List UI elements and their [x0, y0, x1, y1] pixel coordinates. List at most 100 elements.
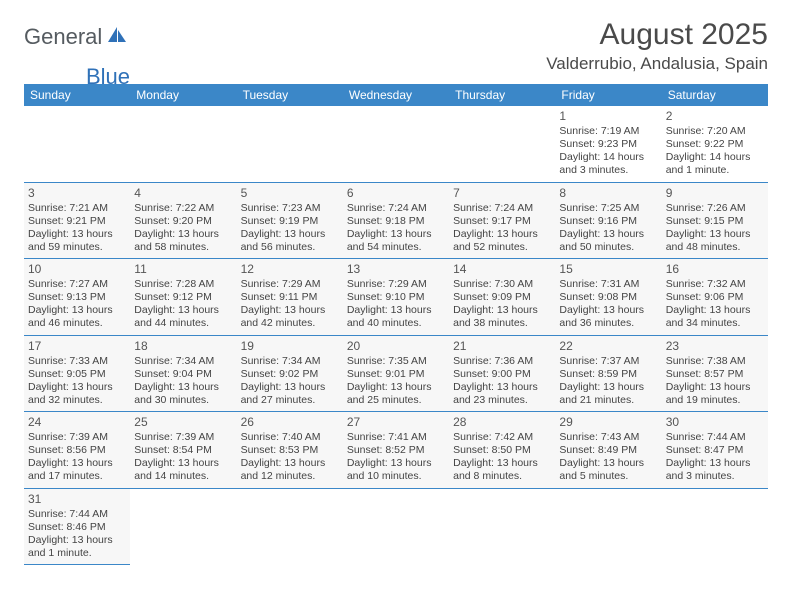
- daylight-text: Daylight: 13 hours and 56 minutes.: [241, 228, 339, 254]
- sunrise-text: Sunrise: 7:39 AM: [134, 431, 232, 444]
- daylight-text: Daylight: 13 hours and 58 minutes.: [134, 228, 232, 254]
- sunset-text: Sunset: 8:59 PM: [559, 368, 657, 381]
- sunset-text: Sunset: 9:23 PM: [559, 138, 657, 151]
- calendar-cell-empty: [662, 488, 768, 565]
- daylight-text: Daylight: 13 hours and 59 minutes.: [28, 228, 126, 254]
- calendar-cell: 9Sunrise: 7:26 AMSunset: 9:15 PMDaylight…: [662, 182, 768, 259]
- sunset-text: Sunset: 9:18 PM: [347, 215, 445, 228]
- calendar-cell: 8Sunrise: 7:25 AMSunset: 9:16 PMDaylight…: [555, 182, 661, 259]
- daylight-text: Daylight: 13 hours and 50 minutes.: [559, 228, 657, 254]
- daylight-text: Daylight: 13 hours and 54 minutes.: [347, 228, 445, 254]
- daylight-text: Daylight: 13 hours and 44 minutes.: [134, 304, 232, 330]
- calendar-cell-empty: [237, 488, 343, 565]
- day-number: 22: [559, 339, 657, 354]
- day-number: 19: [241, 339, 339, 354]
- day-header: Tuesday: [237, 84, 343, 106]
- sunrise-text: Sunrise: 7:38 AM: [666, 355, 764, 368]
- month-title: August 2025: [546, 18, 768, 52]
- day-number: 21: [453, 339, 551, 354]
- day-header: Saturday: [662, 84, 768, 106]
- daylight-text: Daylight: 13 hours and 34 minutes.: [666, 304, 764, 330]
- daylight-text: Daylight: 13 hours and 5 minutes.: [559, 457, 657, 483]
- daylight-text: Daylight: 13 hours and 17 minutes.: [28, 457, 126, 483]
- sunset-text: Sunset: 9:12 PM: [134, 291, 232, 304]
- calendar-cell: 15Sunrise: 7:31 AMSunset: 9:08 PMDayligh…: [555, 259, 661, 336]
- calendar-cell-empty: [449, 106, 555, 182]
- sunset-text: Sunset: 8:46 PM: [28, 521, 126, 534]
- sunset-text: Sunset: 8:50 PM: [453, 444, 551, 457]
- day-number: 1: [559, 109, 657, 124]
- sunrise-text: Sunrise: 7:29 AM: [347, 278, 445, 291]
- sunset-text: Sunset: 9:05 PM: [28, 368, 126, 381]
- sunset-text: Sunset: 9:01 PM: [347, 368, 445, 381]
- sunset-text: Sunset: 8:49 PM: [559, 444, 657, 457]
- calendar-cell: 4Sunrise: 7:22 AMSunset: 9:20 PMDaylight…: [130, 182, 236, 259]
- title-block: August 2025 Valderrubio, Andalusia, Spai…: [546, 18, 768, 74]
- daylight-text: Daylight: 13 hours and 52 minutes.: [453, 228, 551, 254]
- day-header-row: SundayMondayTuesdayWednesdayThursdayFrid…: [24, 84, 768, 106]
- daylight-text: Daylight: 13 hours and 30 minutes.: [134, 381, 232, 407]
- sunrise-text: Sunrise: 7:42 AM: [453, 431, 551, 444]
- daylight-text: Daylight: 13 hours and 38 minutes.: [453, 304, 551, 330]
- sunrise-text: Sunrise: 7:28 AM: [134, 278, 232, 291]
- sunrise-text: Sunrise: 7:40 AM: [241, 431, 339, 444]
- calendar-body: 1Sunrise: 7:19 AMSunset: 9:23 PMDaylight…: [24, 106, 768, 565]
- sunset-text: Sunset: 9:08 PM: [559, 291, 657, 304]
- sunset-text: Sunset: 9:00 PM: [453, 368, 551, 381]
- sunset-text: Sunset: 9:02 PM: [241, 368, 339, 381]
- daylight-text: Daylight: 13 hours and 25 minutes.: [347, 381, 445, 407]
- calendar-cell: 30Sunrise: 7:44 AMSunset: 8:47 PMDayligh…: [662, 412, 768, 489]
- calendar-cell: 29Sunrise: 7:43 AMSunset: 8:49 PMDayligh…: [555, 412, 661, 489]
- sunrise-text: Sunrise: 7:21 AM: [28, 202, 126, 215]
- day-number: 13: [347, 262, 445, 277]
- sunrise-text: Sunrise: 7:35 AM: [347, 355, 445, 368]
- day-number: 15: [559, 262, 657, 277]
- sunrise-text: Sunrise: 7:34 AM: [134, 355, 232, 368]
- day-number: 9: [666, 186, 764, 201]
- daylight-text: Daylight: 14 hours and 1 minute.: [666, 151, 764, 177]
- calendar-cell-empty: [237, 106, 343, 182]
- calendar-cell: 2Sunrise: 7:20 AMSunset: 9:22 PMDaylight…: [662, 106, 768, 182]
- calendar-cell: 22Sunrise: 7:37 AMSunset: 8:59 PMDayligh…: [555, 335, 661, 412]
- day-header: Monday: [130, 84, 236, 106]
- calendar-cell: 7Sunrise: 7:24 AMSunset: 9:17 PMDaylight…: [449, 182, 555, 259]
- header: General August 2025 Valderrubio, Andalus…: [24, 18, 768, 74]
- day-number: 27: [347, 415, 445, 430]
- calendar-cell: 26Sunrise: 7:40 AMSunset: 8:53 PMDayligh…: [237, 412, 343, 489]
- sunrise-text: Sunrise: 7:39 AM: [28, 431, 126, 444]
- daylight-text: Daylight: 13 hours and 10 minutes.: [347, 457, 445, 483]
- sunrise-text: Sunrise: 7:25 AM: [559, 202, 657, 215]
- daylight-text: Daylight: 13 hours and 27 minutes.: [241, 381, 339, 407]
- sunset-text: Sunset: 9:10 PM: [347, 291, 445, 304]
- sunrise-text: Sunrise: 7:20 AM: [666, 125, 764, 138]
- day-number: 14: [453, 262, 551, 277]
- sunrise-text: Sunrise: 7:44 AM: [28, 508, 126, 521]
- sunset-text: Sunset: 9:15 PM: [666, 215, 764, 228]
- calendar-cell: 24Sunrise: 7:39 AMSunset: 8:56 PMDayligh…: [24, 412, 130, 489]
- daylight-text: Daylight: 13 hours and 32 minutes.: [28, 381, 126, 407]
- calendar-week: 3Sunrise: 7:21 AMSunset: 9:21 PMDaylight…: [24, 182, 768, 259]
- daylight-text: Daylight: 13 hours and 19 minutes.: [666, 381, 764, 407]
- sunset-text: Sunset: 9:11 PM: [241, 291, 339, 304]
- calendar-week: 24Sunrise: 7:39 AMSunset: 8:56 PMDayligh…: [24, 412, 768, 489]
- calendar-cell: 10Sunrise: 7:27 AMSunset: 9:13 PMDayligh…: [24, 259, 130, 336]
- calendar-cell: 1Sunrise: 7:19 AMSunset: 9:23 PMDaylight…: [555, 106, 661, 182]
- daylight-text: Daylight: 13 hours and 1 minute.: [28, 534, 126, 560]
- calendar-cell: 25Sunrise: 7:39 AMSunset: 8:54 PMDayligh…: [130, 412, 236, 489]
- sunset-text: Sunset: 9:06 PM: [666, 291, 764, 304]
- day-number: 4: [134, 186, 232, 201]
- daylight-text: Daylight: 13 hours and 46 minutes.: [28, 304, 126, 330]
- day-number: 3: [28, 186, 126, 201]
- sunset-text: Sunset: 9:16 PM: [559, 215, 657, 228]
- sunrise-text: Sunrise: 7:44 AM: [666, 431, 764, 444]
- sunrise-text: Sunrise: 7:23 AM: [241, 202, 339, 215]
- day-number: 28: [453, 415, 551, 430]
- logo-text-general: General: [24, 24, 102, 50]
- day-header: Wednesday: [343, 84, 449, 106]
- calendar-cell-empty: [449, 488, 555, 565]
- daylight-text: Daylight: 13 hours and 23 minutes.: [453, 381, 551, 407]
- daylight-text: Daylight: 13 hours and 8 minutes.: [453, 457, 551, 483]
- calendar-cell-empty: [555, 488, 661, 565]
- day-number: 23: [666, 339, 764, 354]
- sunrise-text: Sunrise: 7:37 AM: [559, 355, 657, 368]
